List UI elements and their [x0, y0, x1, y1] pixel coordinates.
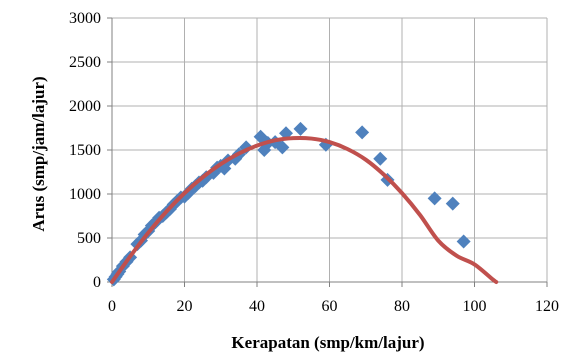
x-tick-label: 40: [249, 298, 265, 315]
y-tick-labels: 0 500 1000 1500 2000 2500 3000: [69, 10, 101, 291]
y-tick-label: 3000: [69, 10, 101, 27]
x-tick-label: 80: [394, 298, 410, 315]
scatter-point: [456, 234, 471, 249]
y-tick-label: 2500: [69, 54, 101, 71]
y-tick-label: 1500: [69, 142, 101, 159]
x-tick-label: 100: [463, 298, 487, 315]
scatter-point: [275, 140, 290, 155]
x-tick-label: 20: [177, 298, 193, 315]
axes: [107, 17, 548, 287]
scatter-point: [445, 196, 460, 211]
x-tick-label: 0: [108, 298, 116, 315]
y-tick-label: 1000: [69, 186, 101, 203]
x-tick-label: 120: [535, 298, 559, 315]
scatter-point: [293, 121, 308, 136]
scatter-point: [373, 151, 388, 166]
scatter-point: [427, 191, 442, 206]
x-tick-label: 60: [322, 298, 338, 315]
scatter-point: [355, 125, 370, 140]
y-tick-label: 500: [77, 230, 101, 247]
x-axis-title: Kerapatan (smp/km/lajur): [231, 333, 424, 352]
fitted-curve: [110, 135, 499, 284]
y-axis-title: Arus (smp/jam/lajur): [29, 76, 48, 231]
data-series: [106, 121, 499, 287]
y-tick-label: 2000: [69, 98, 101, 115]
y-tick-label: 0: [93, 274, 101, 291]
x-tick-labels: 0 20 40 60 80 100 120: [108, 298, 559, 315]
gridlines: [112, 17, 548, 282]
